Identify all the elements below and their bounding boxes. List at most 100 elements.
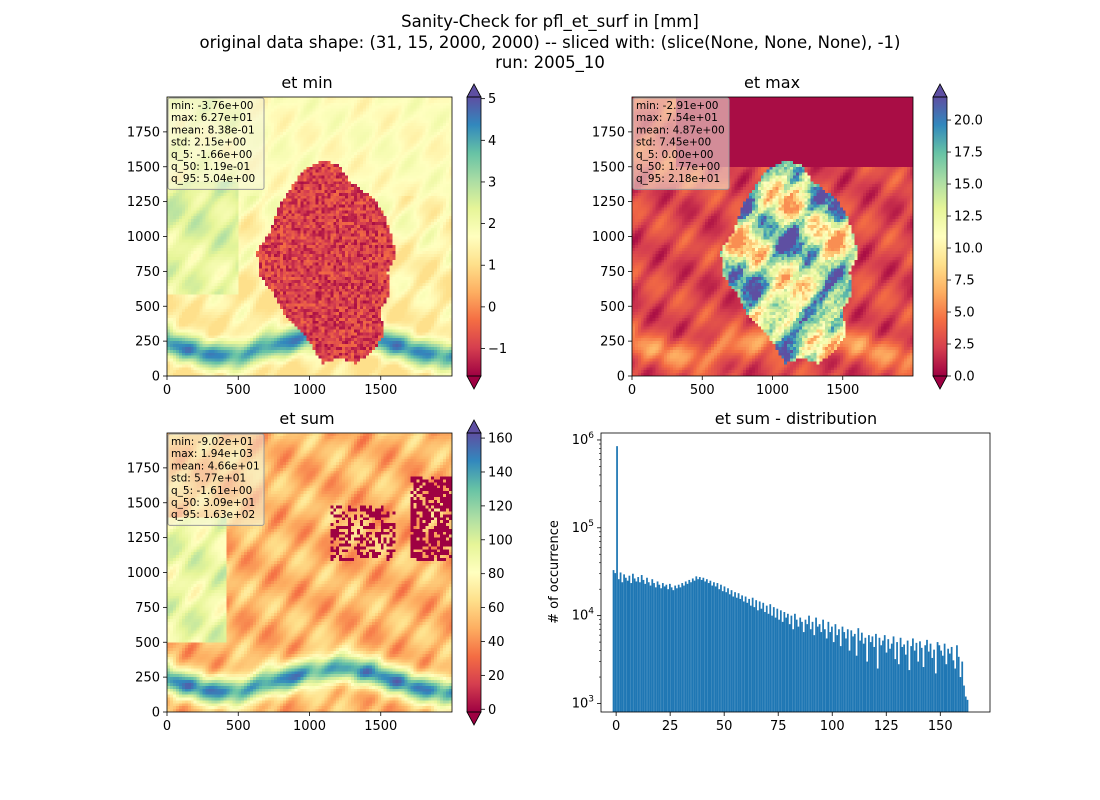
histogram-bar [728, 594, 731, 712]
histogram-bar [735, 597, 738, 712]
x-tick-label: 1500 [364, 719, 397, 734]
colorbar-fill [467, 97, 481, 376]
histogram-bar [720, 584, 722, 712]
histogram-bar [644, 583, 647, 712]
histogram-bar [963, 685, 965, 712]
y-tick-label: 0 [152, 370, 160, 385]
histogram-bar [876, 668, 879, 712]
y-tick-label: 750 [600, 265, 625, 280]
histogram-bar [785, 617, 787, 712]
y-tick-base: 10 [572, 521, 589, 536]
histogram-bar [709, 580, 712, 712]
histogram-bar [913, 650, 916, 712]
histogram-bar [792, 629, 795, 712]
x-tick-label: 1500 [364, 383, 397, 398]
histogram-bar [790, 615, 793, 712]
colorbar-tick-label: 2 [488, 217, 496, 232]
histogram-bar [713, 582, 715, 712]
y-tick-label: 1250 [127, 531, 160, 546]
colorbar-tick-label: 20.0 [954, 114, 983, 129]
stats-line: q_5: 0.00e+00 [636, 149, 713, 161]
histogram-bar [764, 612, 766, 712]
stats-line: q_5: -1.66e+00 [171, 149, 252, 161]
histogram-bar [919, 641, 921, 712]
stats-line: q_95: 1.63e+02 [171, 509, 255, 521]
histogram-bar [899, 637, 902, 712]
colorbar-fill [933, 97, 947, 376]
histogram-bar [760, 608, 763, 712]
histogram-bar [623, 574, 625, 712]
histogram-bar [896, 642, 898, 712]
histogram-bar [940, 650, 942, 712]
y-tick-label: 1500 [592, 160, 625, 175]
stats-line: max: 1.94e+03 [171, 448, 253, 460]
histogram-bar [880, 645, 883, 712]
histogram-bar [799, 617, 802, 712]
histogram-bar [794, 613, 796, 712]
histogram-bar [633, 578, 636, 712]
stats-line: std: 2.15e+00 [171, 137, 246, 149]
histogram-bar [779, 610, 782, 712]
histogram-bar [904, 654, 907, 712]
suptitle-line-3: run: 2005_10 [495, 53, 605, 72]
y-tick-label: 0 [152, 706, 160, 721]
histogram-bar [846, 629, 849, 712]
histogram-bar [908, 670, 911, 712]
y-tick-exponent: 3 [588, 694, 594, 704]
colorbar-tick-label: 15.0 [954, 178, 983, 193]
stats-box-bg [167, 433, 265, 526]
colorbar-frame [932, 96, 948, 377]
x-tick-label: 500 [226, 383, 251, 398]
y-tick-label: 1000 [127, 566, 160, 581]
stats-line: mean: 4.87e+00 [636, 124, 725, 136]
histogram-bar [630, 583, 633, 712]
histogram-bar [887, 639, 890, 712]
colorbar-tick-label: 17.5 [954, 146, 983, 161]
x-tick-label: 500 [690, 383, 715, 398]
colorbar-extend-max [466, 419, 482, 434]
y-tick-label: 250 [600, 335, 625, 350]
stats-line: q_50: 3.09e+01 [171, 497, 255, 509]
histogram-bar [702, 577, 705, 712]
y-tick-label: 105 [572, 519, 594, 536]
y-tick-label: 1500 [127, 496, 160, 511]
histogram-bar [723, 586, 726, 712]
y-tick-label: 250 [135, 335, 160, 350]
histogram-bar [889, 648, 891, 712]
histogram-bar [853, 633, 856, 712]
histogram-bar [667, 589, 670, 712]
stats-line: min: -9.02e+01 [171, 436, 253, 448]
histogram-bar [947, 648, 950, 712]
histogram-bar [651, 579, 654, 712]
histogram-bar [612, 570, 615, 712]
histogram-bar [949, 653, 951, 712]
histogram-bar [834, 624, 837, 712]
y-tick-label: 1500 [127, 160, 160, 175]
histogram-bar [868, 635, 870, 712]
colorbar-tick-label: 60 [488, 601, 505, 616]
histogram-bar [635, 581, 638, 712]
y-tick-label: 500 [135, 636, 160, 651]
histogram-bar [725, 592, 728, 712]
histogram-bar [806, 624, 809, 712]
histogram-bar [744, 596, 747, 712]
y-tick-label: 250 [135, 671, 160, 686]
histogram-bar [772, 607, 775, 712]
histogram-bar [778, 619, 780, 712]
stats-line: min: -2.91e+00 [636, 100, 718, 112]
x-tick-label: 25 [662, 719, 679, 734]
histogram-bar [695, 576, 698, 712]
histogram-bar [808, 615, 810, 712]
histogram-bar [649, 585, 652, 712]
histogram-bar [632, 573, 634, 712]
panel-title: et min [281, 73, 332, 92]
histogram-bar [755, 600, 758, 712]
histogram-bar [707, 583, 710, 712]
x-tick-label: 75 [770, 719, 787, 734]
histogram-bar [938, 645, 941, 712]
colorbar-extend-min [466, 375, 482, 390]
histogram-bar [841, 626, 844, 712]
histogram-bar [711, 585, 714, 712]
y-tick-label: 1750 [127, 461, 160, 476]
